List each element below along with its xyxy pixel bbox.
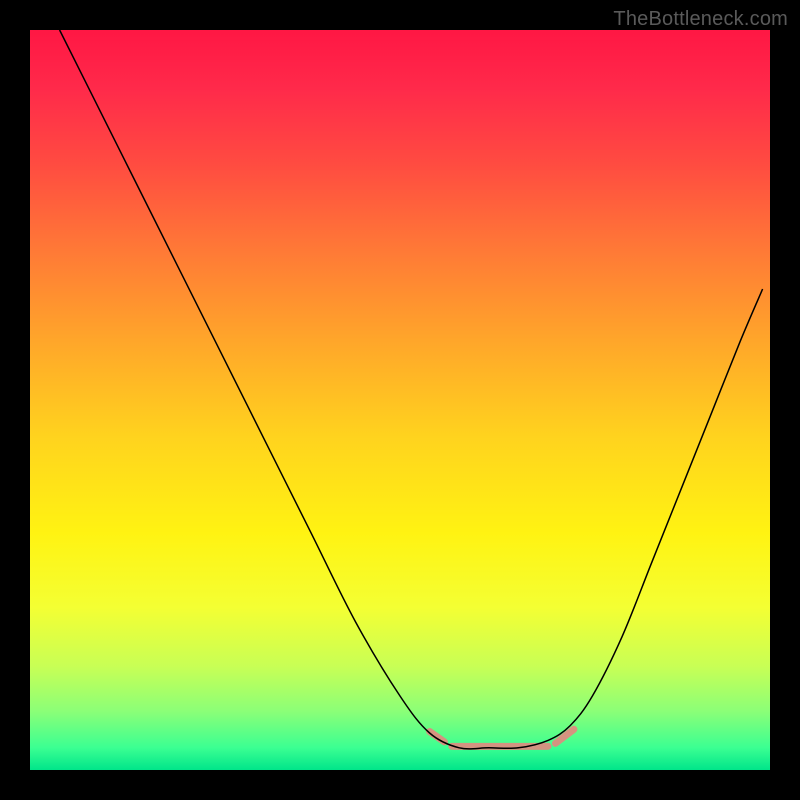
- watermark-text: TheBottleneck.com: [613, 8, 788, 31]
- plot-background: [30, 30, 770, 770]
- bottleneck-chart: [0, 0, 800, 800]
